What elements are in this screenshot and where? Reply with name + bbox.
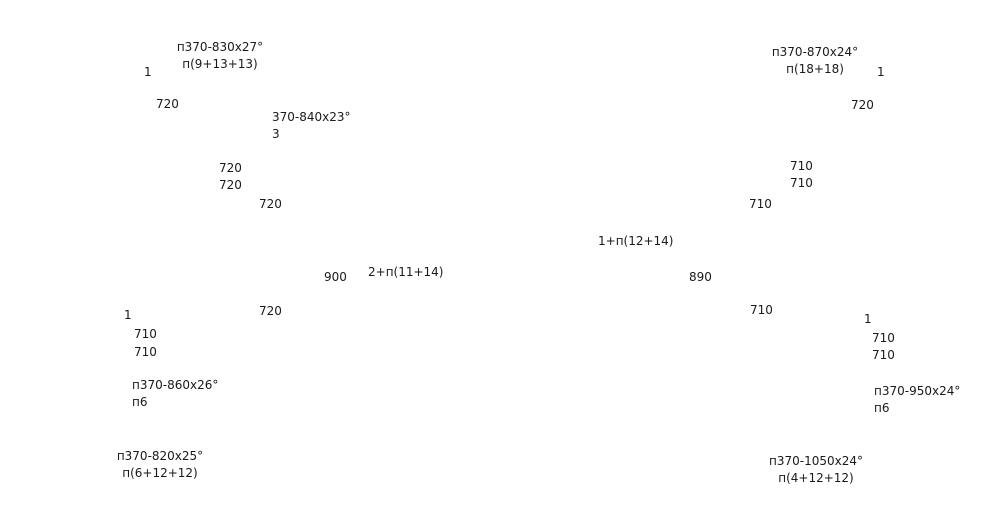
upper-right-dim-b: 710	[790, 159, 813, 173]
upper-right-dim-d: 710	[749, 197, 772, 211]
upper-left-dim-a: 720	[156, 97, 179, 111]
lower-right-spec-block: п370-950x24° п6	[874, 383, 960, 417]
lower-left-dim-b: 710	[134, 345, 157, 359]
middle-left-span: 900	[324, 270, 347, 284]
lower-right-spec-sub: п6	[874, 401, 890, 415]
upper-left-spec-title: п370-830x27°	[176, 40, 264, 54]
upper-left-spec-block: п370-830x27° п(9+13+13)	[165, 39, 275, 73]
lower-left-dim-inner: 720	[259, 304, 282, 318]
upper-right-spec-block: п370-870x24° п(18+18)	[760, 44, 870, 78]
lower-right-spec2-title: п370-1050x24°	[769, 454, 863, 468]
upper-left-dim-c: 720	[219, 178, 242, 192]
lower-right-spec2-block: п370-1050x24° п(4+12+12)	[756, 453, 876, 487]
upper-left-spec2-title: 370-840x23°	[272, 110, 351, 124]
middle-left-joint: 2+п(11+14)	[368, 265, 444, 279]
upper-left-dim-b: 720	[219, 161, 242, 175]
middle-right-joint: 1+п(12+14)	[598, 234, 674, 248]
lower-left-spec-block: п370-860x26° п6	[132, 377, 218, 411]
upper-right-dim-c: 710	[790, 176, 813, 190]
middle-right-span: 890	[689, 270, 712, 284]
upper-left-spec-sub: п(9+13+13)	[182, 57, 258, 71]
lower-left-spec-title: п370-860x26°	[132, 378, 219, 392]
lower-left-dim-a: 710	[134, 327, 157, 341]
lower-left-spec2-title: п370-820x25°	[116, 449, 204, 463]
lower-right-dim-a: 710	[872, 331, 895, 345]
lower-left-count: 1	[124, 308, 132, 322]
upper-right-spec-sub: п(18+18)	[786, 62, 844, 76]
upper-left-dim-d: 720	[259, 197, 282, 211]
lower-left-spec2-block: п370-820x25° п(6+12+12)	[105, 448, 215, 482]
lower-right-spec-title: п370-950x24°	[874, 384, 961, 398]
lower-right-count: 1	[864, 312, 872, 326]
lower-right-dim-inner: 710	[750, 303, 773, 317]
lower-left-spec-sub: п6	[132, 395, 148, 409]
lower-right-spec2-sub: п(4+12+12)	[778, 471, 854, 485]
lower-left-spec2-sub: п(6+12+12)	[122, 466, 198, 480]
upper-right-dim-a: 720	[851, 98, 874, 112]
upper-right-spec-title: п370-870x24°	[771, 45, 859, 59]
upper-left-count: 1	[144, 65, 152, 79]
upper-left-spec2-count: 3	[272, 127, 280, 141]
upper-left-spec2-block: 370-840x23° 3	[272, 109, 351, 143]
lower-right-dim-b: 710	[872, 348, 895, 362]
upper-right-count: 1	[877, 65, 885, 79]
